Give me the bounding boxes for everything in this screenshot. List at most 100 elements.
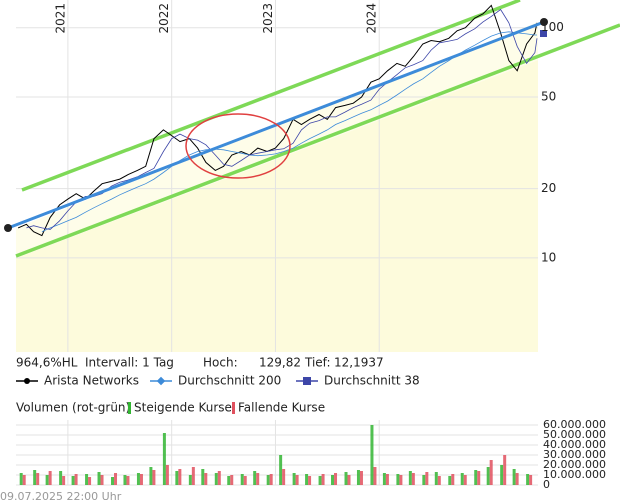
volume-bar: [230, 475, 234, 485]
volume-bar: [22, 475, 26, 485]
y-tick-label: 20: [541, 181, 556, 195]
legend-marker: [303, 377, 311, 385]
volume-bar: [489, 460, 493, 485]
stats: 964,6%HL Intervall: 1 Tag Hoch: 129,82 T…: [16, 356, 384, 370]
volume-bar: [308, 476, 312, 485]
y-tick-label: 10.000.000: [543, 468, 606, 481]
volume-bar: [344, 472, 348, 485]
volume: 60.000.00050.000.00040.000.00030.000.000…: [16, 401, 606, 491]
volume-bar: [253, 471, 257, 485]
legend-swatch: [128, 402, 131, 414]
volume-bar: [36, 473, 40, 485]
volume-bar: [74, 474, 78, 485]
volume-bar: [500, 465, 504, 485]
x-tick-label: 2024: [365, 3, 379, 34]
y-tick-label: 60.000.000: [543, 418, 606, 431]
volume-bar: [19, 473, 23, 485]
volume-bar: [334, 473, 338, 485]
volume-bar: [88, 477, 92, 485]
volume-bar: [227, 476, 231, 485]
volume-bar: [152, 470, 156, 485]
volume-bar: [321, 474, 325, 485]
volume-bar: [474, 470, 478, 485]
legend-label: Steigende Kurse: [134, 401, 232, 415]
y-tick-label: 0: [543, 478, 550, 491]
volume-bar: [463, 475, 467, 485]
volume-bar: [178, 469, 182, 485]
volume-bar: [162, 433, 166, 485]
volume-bar: [425, 472, 429, 485]
volume-bar: [279, 455, 283, 485]
x-tick-label: 2022: [157, 3, 171, 34]
legend: Arista Networks Durchschnitt 200 Durchschn…: [16, 374, 420, 388]
volume-bar: [529, 475, 533, 485]
legend-marker: [156, 376, 166, 386]
grid: [16, 0, 538, 352]
volume-bar: [204, 473, 208, 485]
last-marker: [540, 30, 547, 37]
volume-bar: [256, 473, 260, 485]
stat: Tief:: [304, 356, 331, 370]
volume-bar: [269, 474, 273, 485]
volume-bar: [45, 475, 49, 485]
annotation-circle: [185, 113, 291, 179]
x-tick-label: 2023: [261, 3, 275, 34]
volume-bar: [477, 471, 481, 485]
volume-bar: [411, 473, 415, 485]
volume-bar: [347, 475, 351, 485]
y-tick-label: 100: [541, 20, 564, 34]
volume-bar: [139, 474, 143, 485]
volume-bar: [331, 475, 335, 485]
volume-bar: [318, 476, 322, 485]
volume-bar: [382, 473, 386, 485]
series-line: [26, 8, 538, 230]
volume-bar: [503, 455, 507, 485]
volume-bar: [71, 476, 75, 485]
legend-swatch: [232, 402, 235, 414]
volume-bar: [408, 471, 412, 485]
volume-bar: [175, 471, 179, 485]
stat: 12,1937: [334, 356, 384, 370]
area-fill: [16, 22, 538, 258]
volume-bar: [100, 475, 104, 485]
series-line: [17, 4, 538, 237]
legend-marker: [24, 378, 30, 384]
volume-bar: [243, 476, 247, 485]
y-tick-label: 30.000.000: [543, 448, 606, 461]
trend-point: [4, 224, 12, 232]
area-fill: [16, 60, 538, 352]
volume-bar: [48, 471, 52, 485]
y-tick-label: 50.000.000: [543, 428, 606, 441]
stat: Intervall: 1 Tag: [85, 356, 174, 370]
volume-bar: [97, 472, 101, 485]
volume-bar: [373, 467, 377, 485]
x-tick-label: 2021: [53, 3, 67, 34]
volume-bar: [448, 476, 452, 485]
y-tick-label: 20.000.000: [543, 458, 606, 471]
volume-bar: [114, 473, 118, 485]
volume-bar: [526, 474, 530, 485]
volume-bar: [486, 467, 490, 485]
legend-label: Fallende Kurse: [238, 401, 325, 415]
volume-bar: [165, 465, 169, 485]
volume-bar: [201, 469, 205, 485]
volume-bar: [282, 469, 286, 485]
volume-bar: [396, 474, 400, 485]
volume-bar: [305, 474, 309, 485]
volume-bar: [460, 473, 464, 485]
volume-bar: [191, 467, 195, 485]
volume-bar: [123, 475, 127, 485]
volume-bar: [370, 425, 374, 485]
volume-bar: [59, 471, 63, 485]
volume-bar: [136, 473, 140, 485]
volume-bar: [422, 475, 426, 485]
stat: 129,82: [259, 356, 301, 370]
volume-bar: [399, 475, 403, 485]
volume-bar: [451, 474, 455, 485]
y-tick-label: 10: [541, 250, 556, 264]
volume-bar: [85, 474, 89, 485]
stat: 964,6%HL: [16, 356, 78, 370]
volume-bar: [33, 470, 37, 485]
volume-bar: [434, 472, 438, 485]
